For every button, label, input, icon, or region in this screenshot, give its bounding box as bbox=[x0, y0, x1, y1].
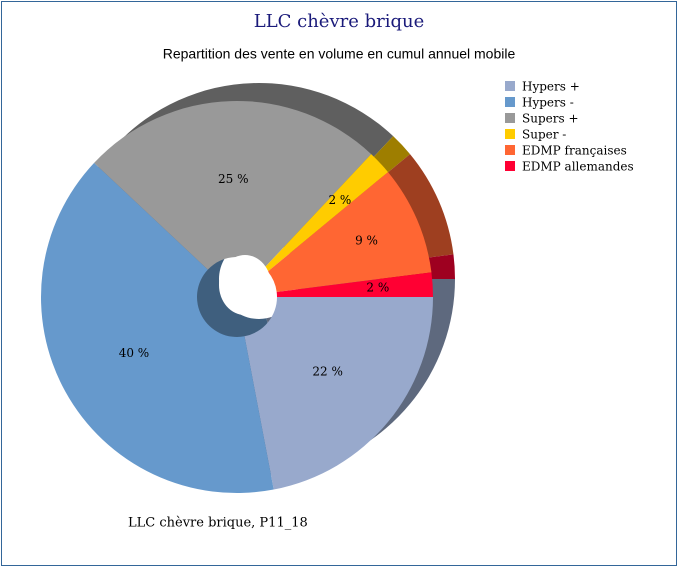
slice bbox=[41, 162, 274, 493]
legend-swatch bbox=[505, 145, 515, 155]
chart-title: LLC chèvre brique bbox=[254, 11, 425, 32]
legend-label: EDMP françaises bbox=[522, 144, 627, 158]
annotation: LLC chèvre brique, P11_18 bbox=[128, 516, 308, 531]
legend-label: Super - bbox=[522, 128, 566, 142]
legend-swatch bbox=[505, 97, 515, 107]
legend-swatch bbox=[505, 161, 515, 171]
slice-labels: 22 % 40 % 25 % 2 % 9 % 2 % bbox=[119, 172, 390, 379]
slice bbox=[267, 172, 432, 292]
slice-label: 9 % bbox=[355, 233, 378, 247]
pie-hole bbox=[219, 255, 271, 315]
slice-label: 2 % bbox=[328, 193, 351, 207]
slice bbox=[94, 100, 372, 270]
legend-swatch bbox=[505, 129, 515, 139]
slice bbox=[264, 154, 389, 272]
chart-subtitle: Repartition des vente en volume en cumul… bbox=[163, 46, 516, 62]
slice-label: 40 % bbox=[119, 346, 150, 360]
legend-label: Hypers - bbox=[522, 96, 574, 110]
legend-label: Supers + bbox=[522, 112, 579, 126]
slice-label: 2 % bbox=[366, 281, 389, 295]
slice-label: 25 % bbox=[218, 172, 249, 186]
slice bbox=[244, 297, 433, 490]
legend-label: EDMP allemandes bbox=[522, 160, 634, 174]
legend-label: Hypers + bbox=[522, 80, 580, 94]
slice bbox=[276, 272, 433, 297]
legend: Hypers + Hypers - Supers + Super - EDMP fran… bbox=[505, 80, 634, 174]
pie bbox=[41, 100, 433, 493]
legend-swatch bbox=[505, 81, 515, 91]
slice-label: 22 % bbox=[312, 364, 343, 378]
legend-swatch bbox=[505, 113, 515, 123]
